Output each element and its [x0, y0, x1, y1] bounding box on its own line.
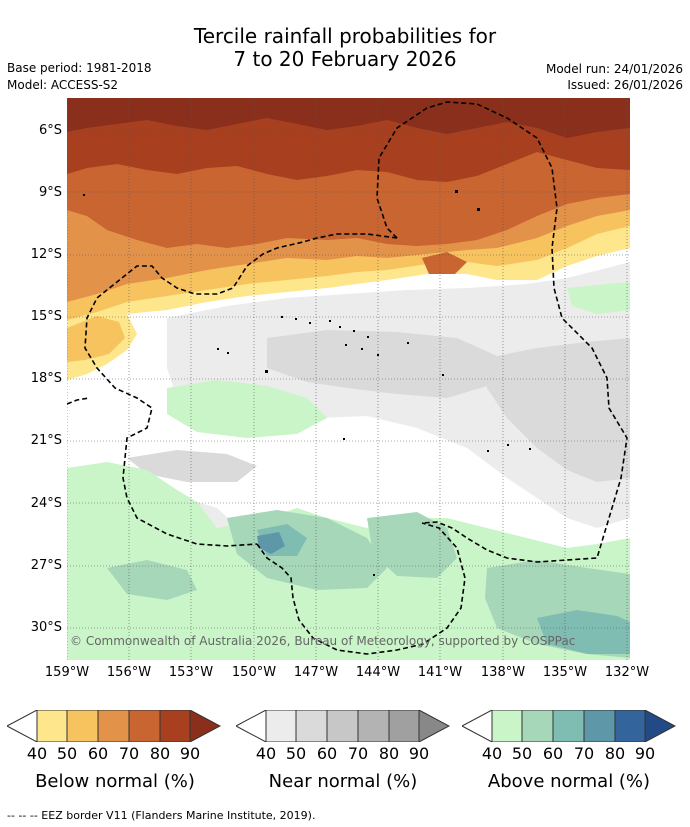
below-tick-50: 50	[56, 744, 78, 763]
model-run: Model run: 24/01/2026	[545, 62, 683, 76]
below-normal-70-patch-central	[422, 252, 467, 274]
above-tick-50: 50	[511, 744, 533, 763]
near-normal-label: Near normal (%)	[268, 771, 418, 792]
lon-label-153w: 153°W	[168, 665, 214, 680]
map-title-line1: Tercile rainfall probabilities for	[193, 24, 497, 48]
near-colorbar-70-80	[357, 710, 390, 742]
lon-label-159w: 159°W	[44, 665, 90, 680]
lat-label-6s: 6°S	[38, 123, 62, 138]
below-colorbar-70-80	[128, 710, 161, 742]
near-colorbar-40-50	[265, 710, 297, 742]
below-normal-90-region	[67, 98, 630, 138]
near-tick-80: 80	[378, 744, 400, 763]
below-colorbar-40-50	[36, 710, 68, 742]
below-tick-80: 80	[149, 744, 171, 763]
lat-label-24s: 24°S	[30, 496, 62, 511]
copyright-notice: © Commonwealth of Australia 2026, Bureau…	[70, 634, 576, 648]
above-tick-60: 60	[542, 744, 564, 763]
above-normal-60-patch-southeast	[537, 610, 630, 654]
above-normal-50-patch-west	[107, 560, 197, 600]
eez-border-north	[376, 101, 628, 563]
above-normal-colorbar	[462, 710, 676, 742]
above-tick-70: 70	[573, 744, 595, 763]
above-colorbar-min-arrow	[462, 710, 493, 742]
rainfall-probability-map	[67, 98, 630, 660]
lon-label-147w: 147°W	[293, 665, 339, 680]
lon-label-144w: 144°W	[355, 665, 401, 680]
below-colorbar-60-70	[97, 710, 130, 742]
lon-label-132w: 132°W	[604, 665, 650, 680]
above-normal-40-patch-east	[567, 282, 630, 314]
above-normal-50-patch-southeast	[367, 512, 457, 578]
below-normal-label: Below normal (%)	[35, 771, 195, 792]
below-tick-90: 90	[179, 744, 201, 763]
map-title-line2: 7 to 20 February 2026	[233, 47, 457, 71]
near-colorbar-80-90	[388, 710, 420, 742]
near-normal-50-patch-east	[487, 338, 630, 482]
below-tick-60: 60	[87, 744, 109, 763]
lat-label-15s: 15°S	[30, 309, 62, 324]
near-tick-50: 50	[285, 744, 307, 763]
above-normal-40-patch-mid	[167, 380, 327, 438]
below-normal-50-patch-west	[67, 316, 125, 362]
lon-label-156w: 156°W	[106, 665, 152, 680]
lat-label-30s: 30°S	[30, 620, 62, 635]
near-tick-60: 60	[316, 744, 338, 763]
above-colorbar-40-50	[491, 710, 523, 742]
near-normal-colorbar	[236, 710, 450, 742]
near-normal-50-patch-central	[267, 330, 497, 398]
lat-label-27s: 27°S	[30, 558, 62, 573]
above-colorbar-max-arrow	[644, 710, 676, 742]
lat-label-18s: 18°S	[30, 371, 62, 386]
above-normal-label: Above normal (%)	[487, 771, 651, 792]
near-normal-50-patch-south	[127, 450, 257, 482]
below-colorbar-min-arrow	[7, 710, 38, 742]
lon-label-150w: 150°W	[231, 665, 277, 680]
below-normal-colorbar	[7, 710, 221, 742]
model-name: Model: ACCESS-S2	[7, 78, 119, 92]
lon-label-135w: 135°W	[542, 665, 588, 680]
lat-label-12s: 12°S	[30, 247, 62, 262]
near-tick-70: 70	[347, 744, 369, 763]
above-tick-40: 40	[481, 744, 503, 763]
above-colorbar-50-60	[521, 710, 554, 742]
near-colorbar-min-arrow	[236, 710, 267, 742]
lat-label-21s: 21°S	[30, 433, 62, 448]
near-normal-40-band-central	[167, 262, 630, 528]
above-normal-70-patch-central	[257, 532, 285, 554]
lat-label-9s: 9°S	[38, 185, 62, 200]
below-colorbar-50-60	[66, 710, 99, 742]
below-tick-40: 40	[26, 744, 48, 763]
below-tick-70: 70	[118, 744, 140, 763]
issued-date: Issued: 26/01/2026	[567, 78, 683, 92]
above-colorbar-80-90	[614, 710, 646, 742]
eez-border-west	[84, 233, 398, 547]
lon-label-138w: 138°W	[480, 665, 526, 680]
eez-legend-footer: -- -- -- EEZ border V11 (Flanders Marine…	[7, 809, 316, 822]
base-period: Base period: 1981-2018	[7, 61, 152, 75]
below-colorbar-80-90	[159, 710, 191, 742]
near-colorbar-50-60	[295, 710, 328, 742]
eez-border-west-edge	[67, 397, 90, 405]
above-tick-90: 90	[634, 744, 656, 763]
below-colorbar-max-arrow	[189, 710, 221, 742]
near-tick-90: 90	[408, 744, 430, 763]
near-tick-40: 40	[255, 744, 277, 763]
eez-borders	[67, 101, 628, 655]
above-colorbar-60-70	[552, 710, 585, 742]
above-colorbar-70-80	[583, 710, 616, 742]
lon-label-141w: 141°W	[417, 665, 463, 680]
eez-border-south	[256, 522, 466, 655]
near-colorbar-max-arrow	[418, 710, 450, 742]
near-colorbar-60-70	[326, 710, 359, 742]
above-tick-80: 80	[604, 744, 626, 763]
island-markers	[83, 190, 531, 576]
